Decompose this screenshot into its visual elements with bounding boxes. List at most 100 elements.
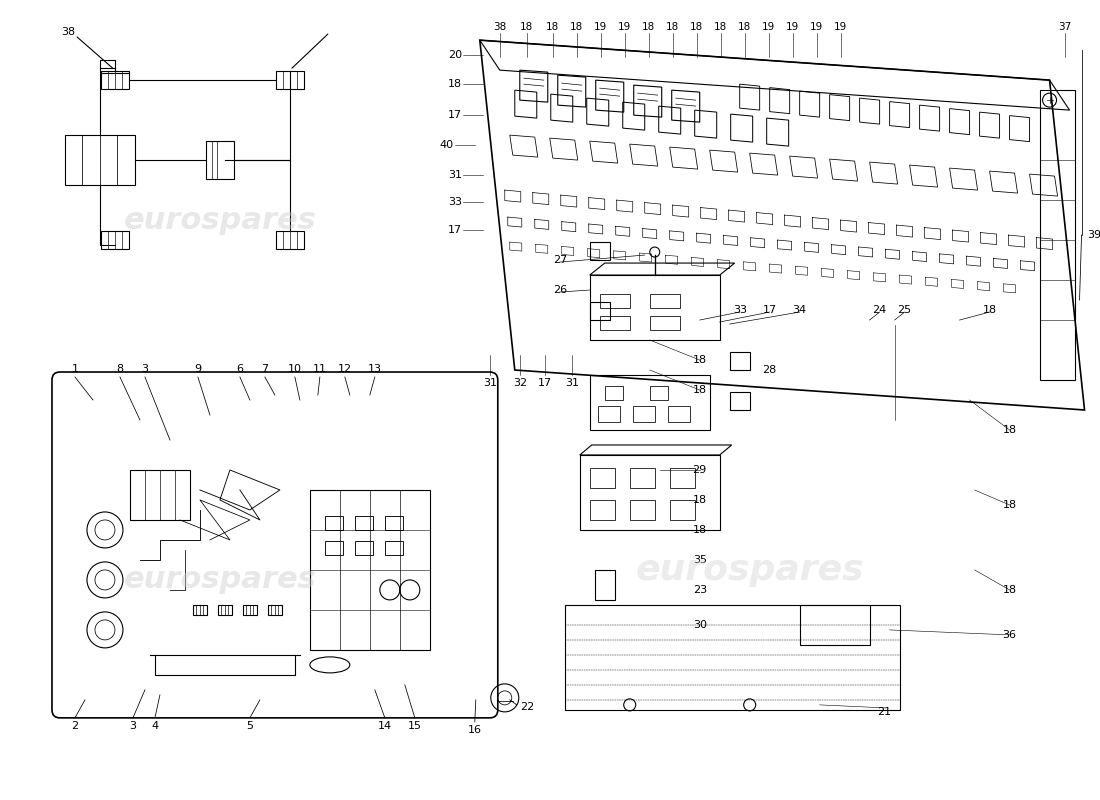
Text: 11: 11 [312, 364, 327, 374]
Text: eurospares: eurospares [123, 206, 317, 234]
Text: 18: 18 [690, 22, 703, 32]
Bar [324, 541, 343, 555]
Bar [600, 316, 629, 330]
Text: 18: 18 [693, 355, 707, 365]
Bar [650, 386, 668, 400]
Text: 8: 8 [117, 364, 123, 374]
Text: 17: 17 [448, 225, 462, 235]
Bar [268, 605, 282, 615]
Text: 12: 12 [338, 364, 352, 374]
Text: 18: 18 [693, 385, 707, 395]
Bar [355, 516, 373, 530]
Text: 27: 27 [552, 255, 567, 265]
Bar [629, 468, 654, 488]
Text: 13: 13 [367, 364, 382, 374]
Text: 17: 17 [448, 110, 462, 120]
Text: 18: 18 [693, 495, 707, 505]
Text: 31: 31 [483, 378, 497, 388]
Text: 18: 18 [1002, 500, 1016, 510]
Text: 37: 37 [1058, 22, 1071, 32]
Text: 19: 19 [762, 22, 776, 32]
Text: 20: 20 [448, 50, 462, 60]
Text: 18: 18 [693, 525, 707, 535]
Bar [650, 294, 680, 308]
Text: 24: 24 [872, 305, 887, 315]
Text: 38: 38 [60, 27, 75, 37]
Text: 1: 1 [72, 364, 78, 374]
Bar [324, 516, 343, 530]
Text: 18: 18 [546, 22, 560, 32]
Text: 39: 39 [1088, 230, 1100, 240]
Text: 9: 9 [195, 364, 201, 374]
Text: 5: 5 [246, 721, 253, 731]
Text: 19: 19 [618, 22, 631, 32]
Bar [590, 242, 609, 260]
Text: 14: 14 [377, 721, 392, 731]
Bar [276, 231, 304, 249]
Text: 28: 28 [762, 365, 777, 375]
Text: eurospares: eurospares [123, 566, 317, 594]
Text: 15: 15 [408, 721, 421, 731]
Bar [101, 231, 129, 249]
Bar [192, 605, 207, 615]
Bar [385, 516, 403, 530]
Text: 18: 18 [448, 79, 462, 89]
Bar [101, 71, 129, 89]
Bar [629, 500, 654, 520]
Text: 16: 16 [468, 725, 482, 735]
Text: 33: 33 [733, 305, 747, 315]
Bar [590, 468, 615, 488]
Text: 21: 21 [878, 707, 892, 717]
Bar [276, 71, 304, 89]
Bar [218, 605, 232, 615]
Bar [590, 275, 719, 340]
Bar [670, 500, 695, 520]
Text: 19: 19 [786, 22, 800, 32]
Bar [206, 141, 234, 179]
Text: 18: 18 [1002, 585, 1016, 595]
Bar [600, 294, 629, 308]
Text: 18: 18 [1002, 425, 1016, 435]
Bar [130, 470, 190, 520]
Text: 23: 23 [693, 585, 707, 595]
Text: 36: 36 [1002, 630, 1016, 640]
Bar [729, 352, 750, 370]
Text: 19: 19 [594, 22, 607, 32]
Text: 25: 25 [898, 305, 912, 315]
Bar [632, 406, 654, 422]
Text: 18: 18 [520, 22, 534, 32]
Text: 34: 34 [793, 305, 806, 315]
Bar [1040, 90, 1075, 380]
Text: 19: 19 [834, 22, 847, 32]
Text: 4: 4 [152, 721, 158, 731]
Text: 18: 18 [714, 22, 727, 32]
Text: 10: 10 [288, 364, 301, 374]
Text: 3: 3 [142, 364, 148, 374]
Text: 30: 30 [693, 620, 706, 630]
Text: 31: 31 [448, 170, 462, 180]
Bar [590, 375, 710, 430]
Text: 29: 29 [693, 465, 707, 475]
Text: 3: 3 [130, 721, 136, 731]
Text: 18: 18 [570, 22, 583, 32]
Text: 18: 18 [667, 22, 680, 32]
Text: 18: 18 [738, 22, 751, 32]
Bar [590, 500, 615, 520]
Bar [729, 392, 750, 410]
Text: 31: 31 [564, 378, 579, 388]
Bar [595, 570, 615, 600]
Bar [243, 605, 257, 615]
Text: eurospares: eurospares [636, 553, 864, 587]
Bar [668, 406, 690, 422]
Bar [355, 541, 373, 555]
Bar [385, 541, 403, 555]
Text: 19: 19 [810, 22, 823, 32]
Bar [65, 135, 135, 185]
Bar [650, 316, 680, 330]
Text: 26: 26 [552, 285, 567, 295]
Text: 22: 22 [519, 702, 534, 712]
Text: 6: 6 [236, 364, 243, 374]
Bar [597, 406, 619, 422]
Text: 33: 33 [448, 197, 462, 207]
Text: 17: 17 [538, 378, 552, 388]
